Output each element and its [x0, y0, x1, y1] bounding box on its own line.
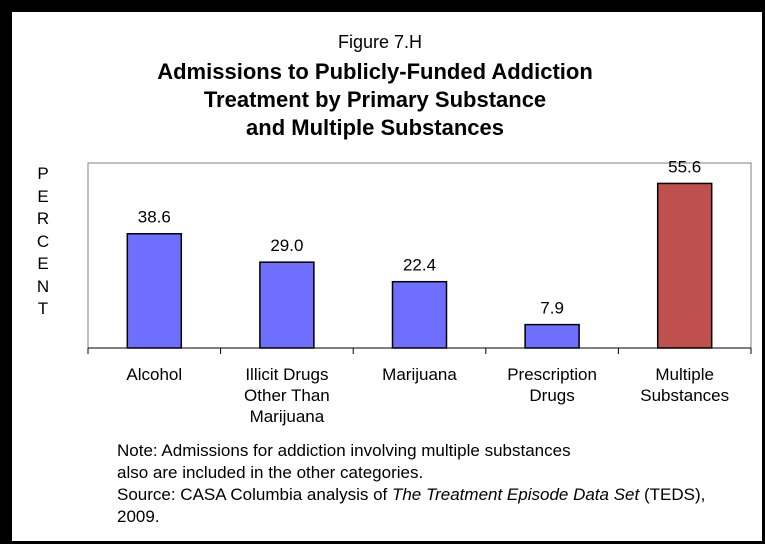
- x-tick-label-3: Prescription Drugs: [507, 365, 597, 405]
- x-tick-label-0: Alcohol: [126, 365, 182, 384]
- bar-3: [524, 323, 580, 349]
- bar-1: [259, 261, 315, 349]
- x-tick-label-2: Marijuana: [382, 365, 457, 384]
- data-label-0: 38.6: [138, 208, 171, 227]
- note-line: also are included in the other categorie…: [117, 463, 424, 482]
- figure-label: Figure 7.H: [337, 32, 423, 52]
- x-tick-label-1: Illicit Drugs Other Than Marijuana: [244, 365, 330, 426]
- bar-0: [126, 232, 183, 349]
- data-label-1: 29.0: [270, 236, 303, 255]
- chart-note: Note: Admissions for addiction involving…: [117, 440, 737, 528]
- bar-2: [391, 280, 448, 349]
- bar-4: [656, 182, 713, 349]
- x-tick-label-4: Multiple Substances: [640, 365, 729, 405]
- data-label-2: 22.4: [403, 256, 436, 275]
- chart-title-line: and Multiple Substances: [246, 115, 504, 140]
- source-prefix: Source: CASA Columbia analysis of: [117, 485, 392, 504]
- chart-title: Admissions to Publicly-Funded Addiction …: [95, 58, 655, 142]
- note-line: Note: Admissions for addiction involving…: [117, 441, 571, 460]
- chart-title-line: Treatment by Primary Substance: [203, 87, 547, 112]
- source-suffix: (TEDS), 2009.: [117, 485, 706, 526]
- source-title: The Treatment Episode Data Set: [391, 485, 640, 504]
- data-label-4: 55.6: [668, 157, 701, 176]
- chart-title-line: Admissions to Publicly-Funded Addiction: [157, 59, 593, 84]
- bars-group: 38.6 Alcohol 29.0 Illicit Drugs Other Than Ma…: [87, 157, 752, 426]
- source-line: Source: CASA Columbia analysis of The Tr…: [117, 484, 737, 528]
- data-label-3: 7.9: [540, 299, 564, 318]
- y-axis-label: PERCENT: [36, 164, 50, 318]
